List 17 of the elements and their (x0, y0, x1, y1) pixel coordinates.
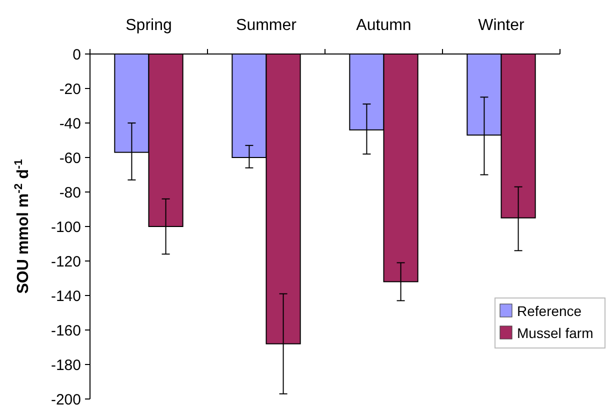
y-tick-label: -20 (59, 80, 81, 98)
legend-label: Mussel farm (517, 324, 594, 341)
y-tick-label: -160 (50, 322, 81, 340)
y-tick-label: -100 (50, 218, 81, 236)
x-tick-label: Autumn (356, 17, 412, 34)
y-tick-label: -40 (59, 115, 81, 132)
y-tick-label: -200 (50, 391, 81, 408)
y-tick-label: -80 (59, 184, 81, 202)
y-tick-label: -120 (50, 253, 81, 270)
y-tick-label: 0 (72, 46, 81, 64)
y-tick-label: -180 (50, 356, 81, 374)
legend-label: Reference (517, 302, 582, 319)
y-tick-label: -140 (50, 288, 81, 305)
x-tick-label: Winter (478, 17, 526, 34)
y-tick-label: -60 (59, 150, 81, 167)
x-tick-label: Summer (236, 17, 298, 34)
x-tick-label: Spring (126, 17, 172, 34)
